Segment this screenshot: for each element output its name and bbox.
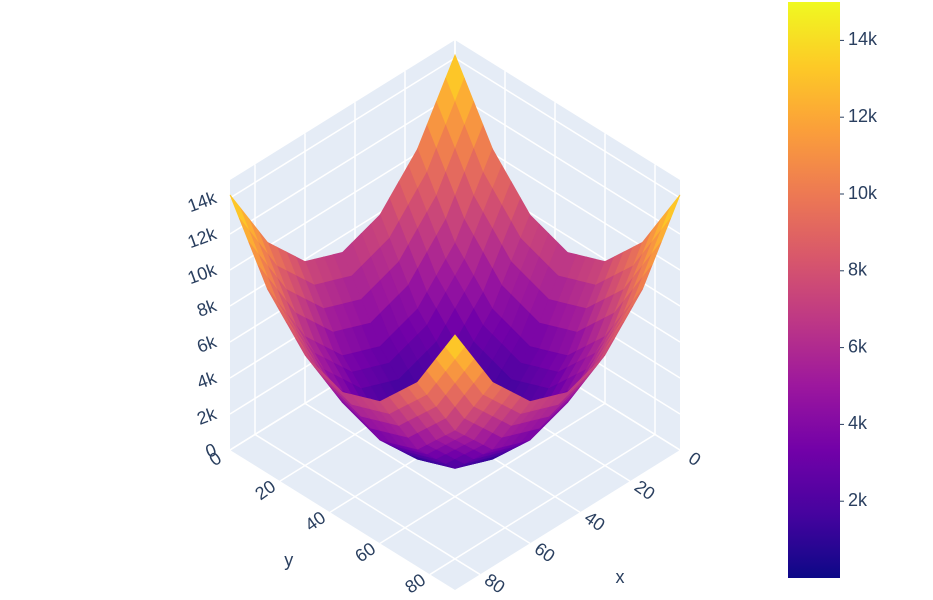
colorbar [788,2,840,578]
y-tick-label: 80 [401,569,429,597]
y-tick-label: 20 [251,476,279,504]
colorbar-tick-label: 14k [848,29,878,49]
x-tick-label: 40 [581,507,609,535]
z-tick-label: 14k [185,187,220,216]
colorbar-tick-label: 10k [848,183,878,203]
grid-line [304,402,531,544]
z-tick-label: 12k [185,223,220,252]
x-tick-label: 20 [631,476,659,504]
x-tick-label: 80 [481,569,509,597]
back-wall-x [455,40,680,450]
grid-line [454,57,681,199]
scene [229,40,681,590]
colorbar-tick-label: 2k [848,490,868,510]
grid-line [379,402,606,544]
y-tick-label: 40 [301,507,329,535]
z-tick-label: 4k [194,367,220,393]
back-wall-y [230,40,455,450]
colorbar-tick-label: 12k [848,106,878,126]
colorbar-ticks: 2k 4k 6k 8k 10k 12k 14k [840,29,878,510]
grid-line [254,433,481,576]
colorbar-tick-label: 8k [848,260,868,280]
y-axis-title: y [284,550,293,570]
z-tick-label: 2k [194,403,220,429]
y-tick-label: 60 [351,538,379,566]
grid-line [229,93,456,235]
x-tick-label: 0 [685,448,705,470]
grid-line [229,57,456,199]
x-tick-label: 60 [531,538,559,566]
z-tick-label: 8k [194,295,220,321]
z-tick-label: 10k [185,259,220,288]
surface-patch [445,334,465,360]
z-tick-label: 6k [194,331,220,357]
grid-line [454,93,681,235]
colorbar-tick-label: 4k [848,413,868,433]
colorbar-tick-label: 6k [848,336,868,356]
grid-line [429,433,656,576]
z-tick-label: 0 [203,439,219,461]
x-axis-title: x [616,567,625,587]
